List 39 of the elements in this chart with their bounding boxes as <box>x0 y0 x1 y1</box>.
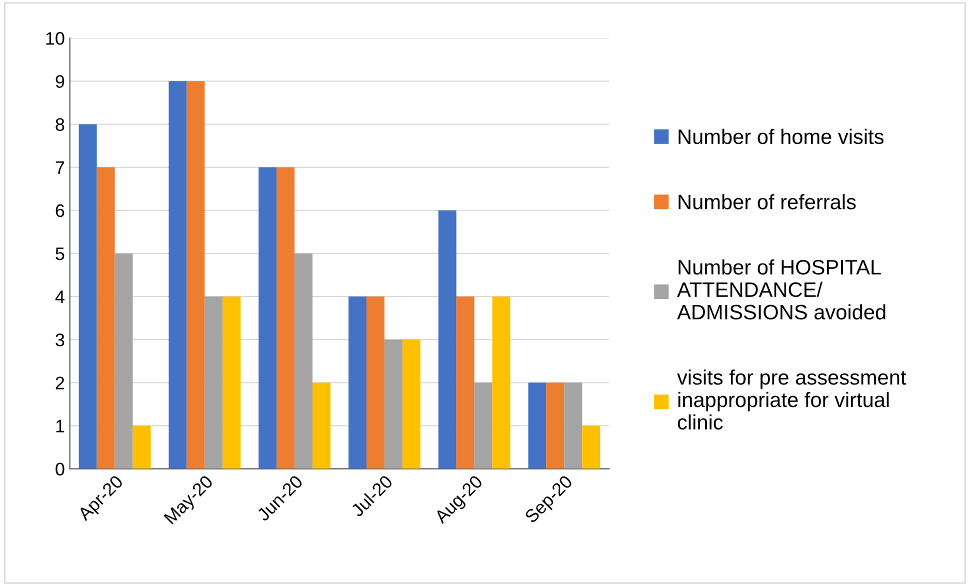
bar <box>528 382 546 469</box>
bar <box>168 81 187 469</box>
bar <box>366 296 384 469</box>
bar <box>258 167 277 469</box>
y-tick-label: 4 <box>55 290 64 304</box>
bar <box>438 210 456 469</box>
bar <box>222 296 241 469</box>
bar <box>114 253 133 469</box>
y-tick-label: 9 <box>56 75 64 88</box>
bar <box>348 296 366 469</box>
bar <box>96 167 115 469</box>
bar <box>402 340 420 469</box>
y-tick-label: 7 <box>56 161 64 174</box>
bar <box>582 426 600 469</box>
bar <box>132 426 151 469</box>
y-tick-label: 10 <box>46 32 64 45</box>
bar <box>474 382 492 469</box>
bar <box>276 167 295 469</box>
bar <box>312 382 331 469</box>
legend-label: Number of home visits <box>678 128 884 144</box>
bar <box>204 296 223 469</box>
bar <box>564 382 582 469</box>
y-tick-label: 5 <box>56 248 64 260</box>
legend-label: Number of referrals <box>678 194 856 210</box>
y-tick-label: 0 <box>56 462 64 476</box>
bar <box>456 296 474 469</box>
bar <box>492 296 510 469</box>
bar <box>384 340 402 469</box>
bar <box>294 253 313 469</box>
bar <box>186 81 205 469</box>
y-tick-label: 6 <box>56 204 64 218</box>
y-tick-label: 8 <box>56 118 64 131</box>
y-tick-label: 2 <box>56 376 64 390</box>
y-tick-label: 3 <box>56 334 64 346</box>
legend-label: visits for pre assessment inappropriate for virtual clinic <box>677 369 906 430</box>
bar <box>546 382 564 469</box>
y-tick-label: 1 <box>56 420 64 432</box>
legend-label: Number of HOSPITAL ATTENDANCE/ ADMISSIONS avoided <box>677 259 886 320</box>
bar <box>78 124 97 469</box>
